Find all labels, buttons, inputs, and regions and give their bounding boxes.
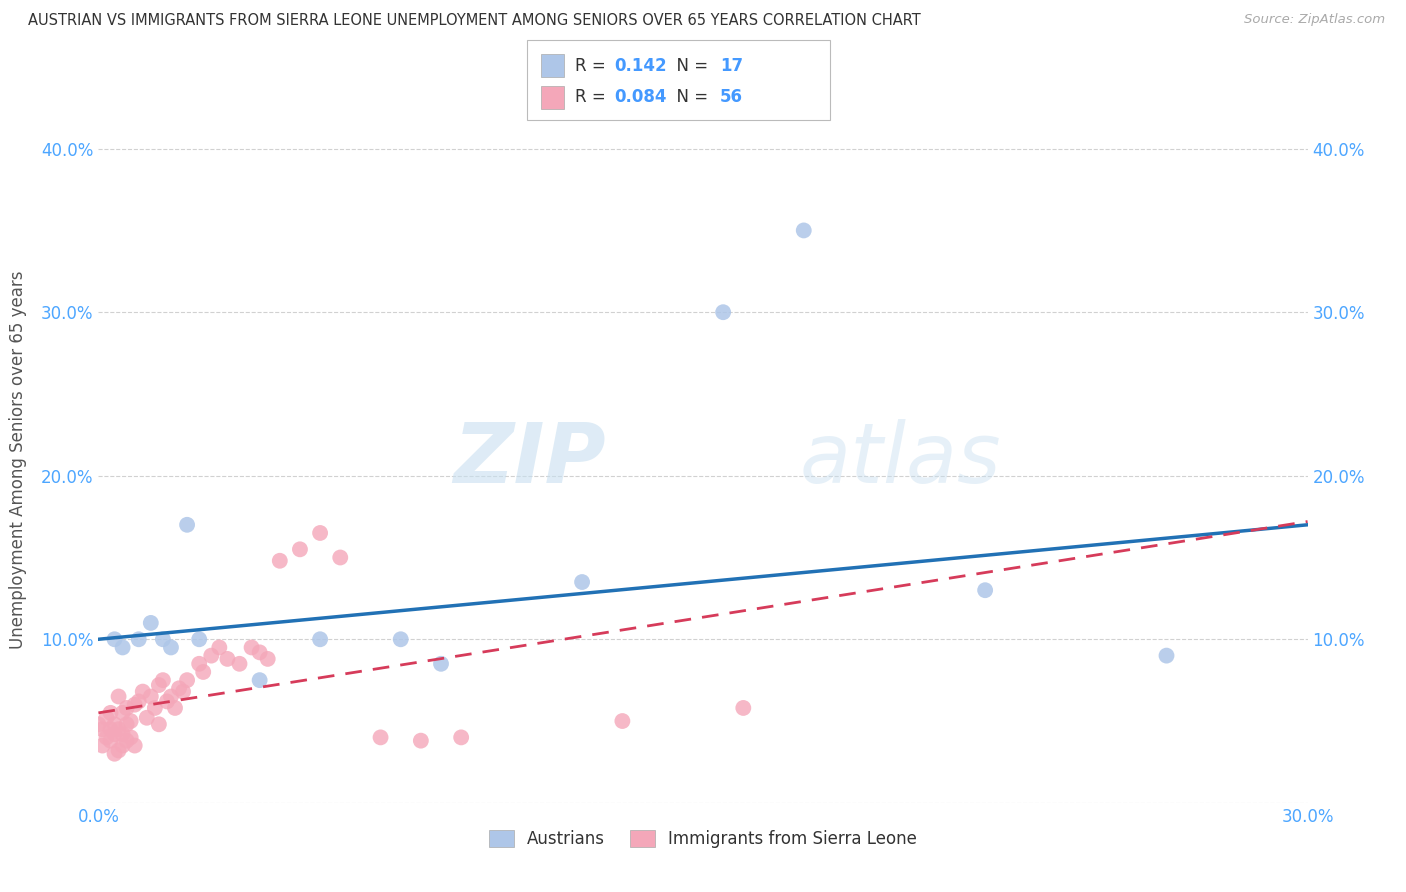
Point bbox=[249, 645, 271, 659]
Point bbox=[156, 694, 179, 708]
Point bbox=[160, 640, 183, 655]
Point bbox=[100, 733, 122, 747]
Point bbox=[96, 711, 118, 725]
Point bbox=[208, 640, 231, 655]
Point bbox=[430, 657, 453, 671]
Point bbox=[103, 717, 125, 731]
Text: atlas: atlas bbox=[800, 419, 1001, 500]
Point bbox=[91, 723, 114, 737]
Text: R =: R = bbox=[575, 56, 612, 75]
Point bbox=[143, 701, 166, 715]
Point bbox=[132, 684, 155, 698]
Text: 0.084: 0.084 bbox=[614, 88, 666, 106]
Point bbox=[256, 652, 278, 666]
Point bbox=[571, 574, 593, 589]
Point bbox=[91, 739, 114, 753]
Text: N =: N = bbox=[666, 56, 714, 75]
Point bbox=[107, 690, 129, 704]
Text: 56: 56 bbox=[720, 88, 742, 106]
Point bbox=[309, 632, 332, 647]
Point bbox=[409, 733, 432, 747]
Text: 0.142: 0.142 bbox=[614, 56, 666, 75]
Point bbox=[160, 690, 183, 704]
Point bbox=[124, 698, 146, 712]
Text: Source: ZipAtlas.com: Source: ZipAtlas.com bbox=[1244, 13, 1385, 27]
Point bbox=[389, 632, 412, 647]
Point bbox=[120, 731, 142, 745]
Point bbox=[103, 747, 125, 761]
Point bbox=[103, 727, 125, 741]
Point bbox=[152, 673, 174, 688]
Point bbox=[711, 305, 734, 319]
Point bbox=[309, 525, 332, 540]
Point bbox=[152, 632, 174, 647]
Point bbox=[193, 665, 215, 679]
Point bbox=[107, 723, 129, 737]
Point bbox=[200, 648, 222, 663]
Point bbox=[148, 717, 170, 731]
Point bbox=[188, 657, 211, 671]
Point bbox=[249, 673, 271, 688]
Point bbox=[115, 733, 138, 747]
Legend: Austrians, Immigrants from Sierra Leone: Austrians, Immigrants from Sierra Leone bbox=[481, 822, 925, 856]
Point bbox=[450, 731, 472, 745]
Point bbox=[240, 640, 263, 655]
Y-axis label: Unemployment Among Seniors over 65 years: Unemployment Among Seniors over 65 years bbox=[10, 270, 27, 648]
Text: N =: N = bbox=[666, 88, 714, 106]
Point bbox=[974, 583, 997, 598]
Point bbox=[139, 690, 162, 704]
Point bbox=[100, 723, 122, 737]
Point bbox=[228, 657, 250, 671]
Point bbox=[96, 731, 118, 745]
Text: R =: R = bbox=[575, 88, 612, 106]
Point bbox=[176, 517, 198, 532]
Point bbox=[124, 739, 146, 753]
Point bbox=[288, 542, 311, 557]
Point bbox=[733, 701, 755, 715]
Point bbox=[111, 739, 134, 753]
Point bbox=[107, 743, 129, 757]
Text: 17: 17 bbox=[720, 56, 742, 75]
Point bbox=[612, 714, 634, 728]
Point bbox=[139, 615, 162, 630]
Point bbox=[115, 717, 138, 731]
Point bbox=[111, 727, 134, 741]
Point bbox=[176, 673, 198, 688]
Point bbox=[103, 632, 125, 647]
Point bbox=[100, 706, 122, 720]
Point bbox=[167, 681, 190, 696]
Point bbox=[128, 632, 150, 647]
Point bbox=[111, 706, 134, 720]
Point bbox=[1156, 648, 1178, 663]
Point bbox=[148, 678, 170, 692]
Point bbox=[115, 701, 138, 715]
Point bbox=[370, 731, 392, 745]
Point bbox=[135, 711, 157, 725]
Point bbox=[87, 717, 110, 731]
Point bbox=[329, 550, 352, 565]
Text: AUSTRIAN VS IMMIGRANTS FROM SIERRA LEONE UNEMPLOYMENT AMONG SENIORS OVER 65 YEAR: AUSTRIAN VS IMMIGRANTS FROM SIERRA LEONE… bbox=[28, 13, 921, 29]
Point bbox=[120, 714, 142, 728]
Point bbox=[111, 640, 134, 655]
Point bbox=[163, 701, 186, 715]
Point bbox=[793, 223, 815, 237]
Point bbox=[269, 554, 291, 568]
Text: ZIP: ZIP bbox=[454, 419, 606, 500]
Point bbox=[188, 632, 211, 647]
Point bbox=[128, 694, 150, 708]
Point bbox=[217, 652, 239, 666]
Point bbox=[172, 684, 194, 698]
